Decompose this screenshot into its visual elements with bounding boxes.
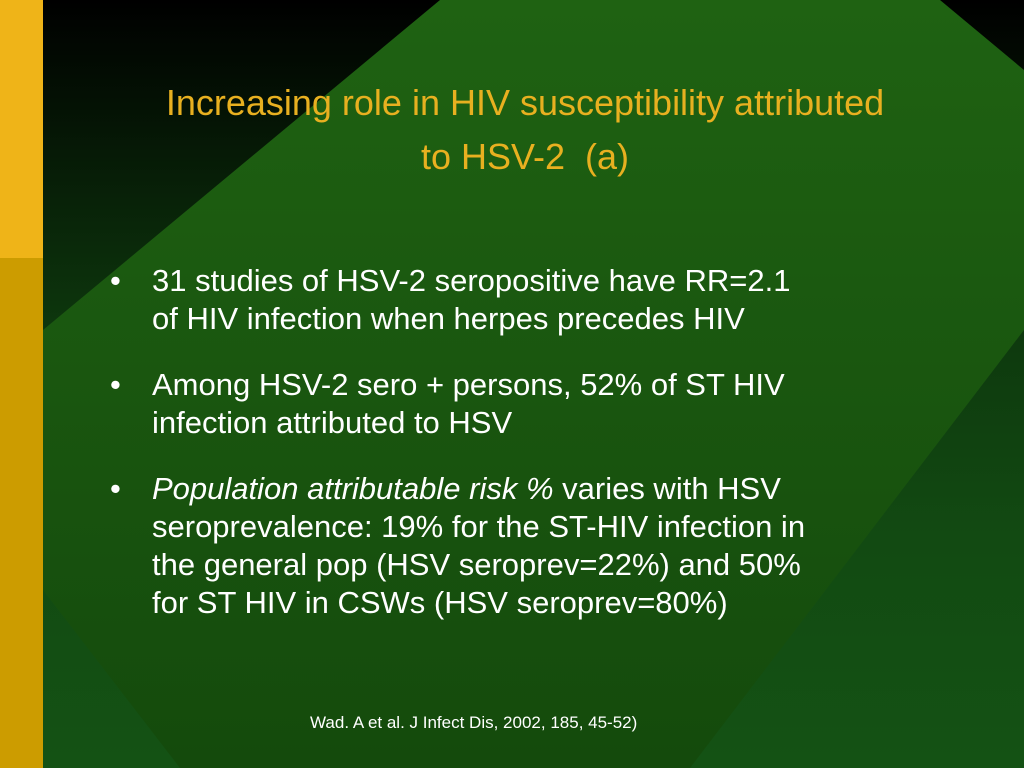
italic-term: Population attributable risk %	[152, 471, 554, 506]
title-line-2: to HSV-2 (a)	[420, 136, 630, 177]
bullet-text-line: Among HSV-2 sero + persons, 52% of ST HI…	[152, 367, 785, 402]
slide-title: Increasing role in HIV susceptibility at…	[105, 76, 945, 184]
bullet-icon: •	[110, 471, 121, 506]
citation: Wad. A et al. J Infect Dis, 2002, 185, 4…	[310, 713, 638, 732]
bullet-text-rest: varies with HSV	[553, 471, 781, 506]
bullet-icon: •	[110, 263, 121, 298]
title-line-1: Increasing role in HIV susceptibility at…	[165, 82, 885, 123]
bullet-text-line: Population attributable risk % varies wi…	[152, 470, 970, 508]
bullet-text-line: seroprevalence: 19% for the ST-HIV infec…	[152, 509, 806, 544]
bullet-text-line: infection attributed to HSV	[152, 405, 513, 440]
bullet-list: • 31 studies of HSV-2 seropositive have …	[110, 262, 970, 650]
bullet-text-line: of HIV infection when herpes precedes HI…	[152, 301, 745, 336]
bullet-text-line: 31 studies of HSV-2 seropositive have RR…	[152, 263, 791, 298]
diamond-shape	[43, 0, 1024, 768]
accent-bar-bottom	[0, 258, 43, 768]
bullet-item: • Among HSV-2 sero + persons, 52% of ST …	[110, 366, 970, 442]
bullet-text-line: for ST HIV in CSWs (HSV seroprev=80%)	[152, 585, 728, 620]
bullet-icon: •	[110, 367, 121, 402]
bullet-item: • Population attributable risk % varies …	[110, 470, 970, 622]
bullet-text-line: the general pop (HSV seroprev=22%) and 5…	[152, 547, 801, 582]
bullet-item: • 31 studies of HSV-2 seropositive have …	[110, 262, 970, 338]
accent-bar-top	[0, 0, 43, 258]
